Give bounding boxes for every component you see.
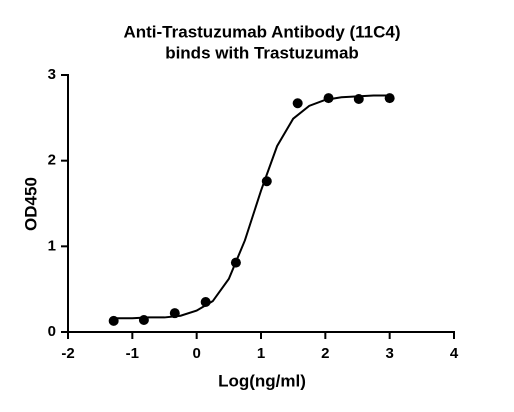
data-point: [292, 98, 303, 109]
fit-curve: [113, 94, 390, 320]
data-point: [353, 93, 364, 104]
x-tick-label: 4: [450, 345, 459, 362]
x-tick-label: -2: [61, 345, 74, 362]
data-point: [138, 315, 149, 326]
y-tick-label: 0: [48, 323, 56, 340]
y-tick-label: 1: [48, 237, 56, 254]
data-point: [169, 308, 180, 319]
data-point: [200, 297, 211, 308]
x-tick-label: 3: [385, 345, 393, 362]
data-point: [108, 315, 119, 326]
data-point: [261, 176, 272, 187]
x-tick-label: 2: [321, 345, 329, 362]
x-axis-label: Log(ng/ml): [218, 371, 306, 390]
y-axis-label: OD450: [21, 177, 40, 231]
data-point: [323, 93, 334, 104]
chart-title: Anti-Trastuzumab Antibody (11C4): [123, 22, 400, 41]
x-tick-label: 0: [192, 345, 200, 362]
x-tick-label: 1: [257, 345, 265, 362]
y-tick-label: 2: [48, 152, 56, 169]
x-tick-label: -1: [126, 345, 139, 362]
y-tick-label: 3: [48, 66, 56, 83]
data-point: [230, 257, 241, 268]
chart-title: binds with Trastuzumab: [165, 43, 359, 62]
data-point: [384, 93, 395, 104]
